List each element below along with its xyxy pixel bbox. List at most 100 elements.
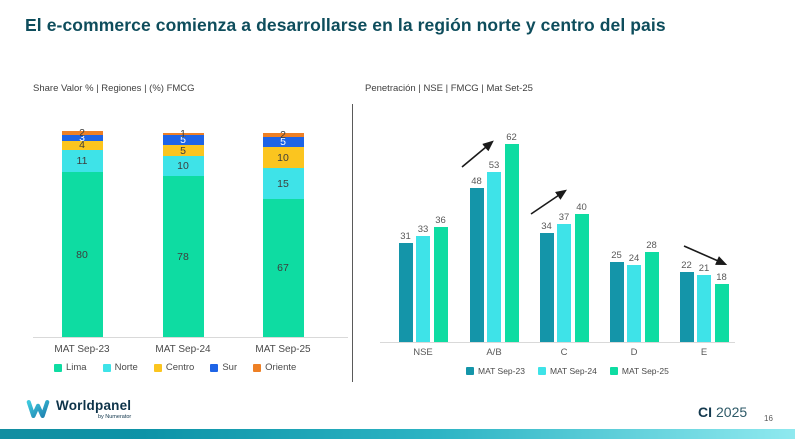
bar-value-label: 33 xyxy=(417,224,429,236)
bar-value-label: 36 xyxy=(435,214,446,226)
legend-swatch xyxy=(153,363,162,372)
stacked-bar-segment-sur: 3 xyxy=(61,132,103,145)
stacked-bar-segment-oriente: 2 xyxy=(262,129,304,142)
left-chart-legend: Lima Norte Centro Sur Oriente xyxy=(54,362,296,373)
stacked-segment-value: 10 xyxy=(177,160,189,173)
page-number: 16 xyxy=(764,414,773,423)
stacked-bar-segment-centro: 10 xyxy=(262,147,304,169)
legend-item-mat-sep-23: MAT Sep-23 xyxy=(466,366,525,376)
legend-label: Oriente xyxy=(265,362,297,373)
stacked-segment-value: 10 xyxy=(277,151,289,164)
event-code: CI xyxy=(698,404,712,420)
legend-swatch xyxy=(102,363,111,372)
bar-mat-sep-24 xyxy=(487,172,501,342)
stacked-bar-segment-lima: 80 xyxy=(61,172,103,337)
category-label: MAT Sep-23 xyxy=(54,344,110,355)
legend-item-mat-sep-25: MAT Sep-25 xyxy=(609,366,669,376)
bar-value-label: 37 xyxy=(558,211,570,223)
legend-label: MAT Sep-25 xyxy=(621,366,669,376)
legend-item-sur: Sur xyxy=(210,362,237,373)
bottom-accent-bar xyxy=(0,429,795,439)
legend-swatch xyxy=(210,363,219,372)
category-label: MAT Sep-25 xyxy=(255,344,311,355)
stacked-segment-value: 2 xyxy=(280,129,286,142)
bar-value-label: 53 xyxy=(488,160,500,172)
bar-mat-sep-23 xyxy=(539,233,554,342)
stacked-segment-value: 3 xyxy=(79,132,85,145)
bar-value-label: 22 xyxy=(681,259,692,271)
legend-label: MAT Sep-24 xyxy=(549,366,597,376)
legend-item-centro: Centro xyxy=(153,362,195,373)
bar-value-label: 25 xyxy=(611,250,622,261)
stacked-segment-value: 5 xyxy=(180,134,186,147)
bar-value-label: 34 xyxy=(541,221,552,233)
stacked-segment-value: 78 xyxy=(177,250,189,263)
stacked-bar-segment-lima: 67 xyxy=(262,198,304,337)
right-chart-legend: MAT Sep-23 MAT Sep-24 MAT Sep-25 xyxy=(466,366,669,376)
stacked-segment-value: 4 xyxy=(79,139,85,152)
bar-mat-sep-23 xyxy=(679,271,694,342)
left-chart-subtitle: Share Valor % | Regiones | (%) FMCG xyxy=(33,83,195,94)
brand-subtitle: by Numerator xyxy=(97,414,132,420)
right-chart-axis-line xyxy=(380,342,735,343)
panel-divider xyxy=(352,104,353,382)
stacked-bar-segment-norte: 10 xyxy=(162,155,204,177)
stacked-bar-segment-sur: 5 xyxy=(162,134,204,147)
legend-label: Norte xyxy=(114,362,138,373)
bar-value-label: 40 xyxy=(576,202,587,213)
slide-title: El e-commerce comienza a desarrollarse e… xyxy=(25,15,666,35)
bar-value-label: 31 xyxy=(400,230,411,242)
stacked-bar-segment-oriente: 2 xyxy=(61,127,103,140)
bar-mat-sep-24 xyxy=(416,236,430,342)
trend-arrow-up-icon xyxy=(530,189,567,215)
bar-mat-sep-24 xyxy=(627,265,641,342)
legend-item-lima: Lima xyxy=(54,362,87,373)
legend-item-norte: Norte xyxy=(102,362,138,373)
stacked-segment-value: 80 xyxy=(76,248,88,261)
bar-mat-sep-24 xyxy=(697,274,711,342)
legend-swatch xyxy=(466,367,474,375)
worldpanel-w-icon xyxy=(26,400,50,419)
bar-value-label: 62 xyxy=(506,131,517,143)
legend-swatch xyxy=(54,363,62,372)
bar-mat-sep-25 xyxy=(433,226,448,342)
bar-mat-sep-25 xyxy=(644,252,659,342)
stacked-segment-value: 15 xyxy=(277,177,289,190)
stacked-bar-segment-norte: 11 xyxy=(61,149,103,173)
bar-mat-sep-24 xyxy=(557,223,571,342)
stacked-bar-segment-oriente: 1 xyxy=(162,129,204,139)
bar-mat-sep-23 xyxy=(609,262,624,342)
stacked-segment-value: 5 xyxy=(180,144,186,157)
bar-mat-sep-25 xyxy=(504,143,519,342)
bar-value-label: 18 xyxy=(716,272,727,284)
category-label: MAT Sep-24 xyxy=(155,344,211,355)
legend-label: MAT Sep-23 xyxy=(478,366,525,376)
bar-mat-sep-23 xyxy=(469,188,484,342)
stacked-bar-segment-lima: 78 xyxy=(162,176,204,337)
bar-value-label: 28 xyxy=(646,240,657,252)
bar-value-label: 24 xyxy=(628,253,640,265)
legend-label: Lima xyxy=(66,362,87,373)
event-mark: CI 2025 xyxy=(698,404,747,420)
right-chart-subtitle: Penetración | NSE | FMCG | Mat Set-25 xyxy=(365,83,533,94)
bar-value-label: 48 xyxy=(471,176,482,188)
legend-label: Sur xyxy=(222,362,238,373)
legend-label: Centro xyxy=(165,362,195,373)
legend-swatch xyxy=(253,363,262,372)
stacked-segment-value: 5 xyxy=(280,136,286,149)
stacked-segment-value: 1 xyxy=(180,128,186,141)
legend-swatch xyxy=(609,367,618,375)
stacked-bar-segment-centro: 5 xyxy=(162,144,204,157)
event-year: 2025 xyxy=(716,404,748,420)
stacked-segment-value: 2 xyxy=(79,127,85,140)
legend-item-oriente: Oriente xyxy=(253,362,296,373)
bar-mat-sep-23 xyxy=(398,242,413,342)
category-label: A/B xyxy=(486,347,502,358)
bar-mat-sep-25 xyxy=(714,284,729,342)
brand-name: Worldpanel xyxy=(56,398,132,413)
stacked-bar-segment-norte: 15 xyxy=(262,168,304,199)
stacked-bar-segment-sur: 5 xyxy=(262,136,304,149)
worldpanel-logo: Worldpanel by Numerator xyxy=(26,399,131,420)
